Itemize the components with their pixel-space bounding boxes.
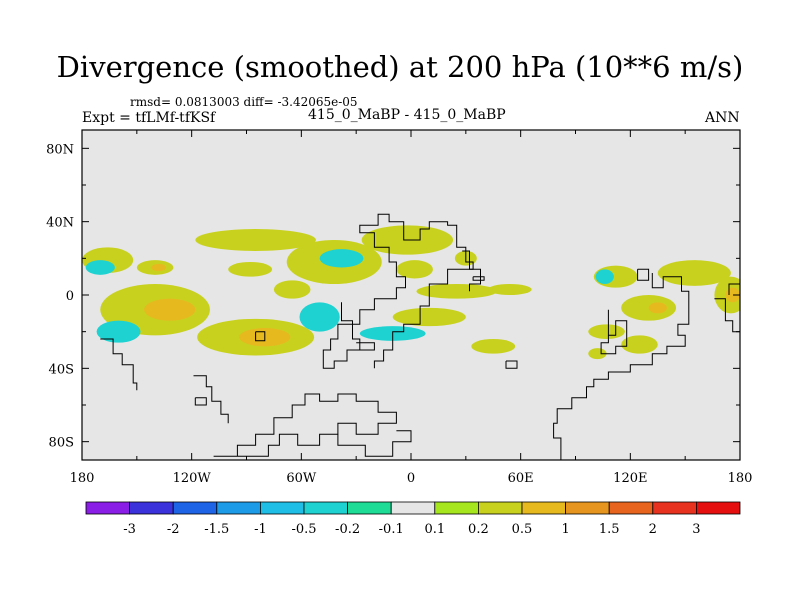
colorbar-label: 0.1 <box>424 522 445 537</box>
coastline <box>322 213 474 369</box>
contour-region <box>648 302 667 314</box>
contour-region <box>471 339 516 354</box>
contour-region <box>621 335 658 354</box>
colorbar-label: -1 <box>254 522 267 537</box>
contour-region <box>595 269 614 284</box>
y-tick-label: 80S <box>49 436 74 451</box>
coastline <box>505 360 518 369</box>
colorbar-swatch <box>347 501 392 515</box>
colorbar-swatch <box>608 501 654 515</box>
coastline <box>472 276 485 281</box>
coastlines <box>100 213 740 460</box>
colorbar-label: 3 <box>692 522 700 537</box>
x-tick-label: 0 <box>407 471 415 486</box>
colorbar-label: -0.5 <box>291 522 316 537</box>
colorbar: -3 -2 -1.5 -1 -0.5 -0.2 -0.1 0.1 0.2 0.5 1 1.5 2 3 <box>85 501 741 537</box>
coastline <box>600 309 628 355</box>
coastline <box>553 273 690 460</box>
coastline <box>255 331 266 342</box>
colorbar-swatch <box>303 501 348 515</box>
coastline <box>637 268 650 281</box>
stats-line: rmsd= 0.0813003 diff= -3.42065e-05 <box>130 95 358 109</box>
colorbar-label: -0.2 <box>335 522 360 537</box>
contour-region <box>392 307 466 327</box>
contour-region <box>299 302 340 332</box>
coastline <box>193 375 229 424</box>
colorbar-swatch <box>85 501 130 515</box>
x-tick-label: 120E <box>613 471 647 486</box>
colorbar-label: 1 <box>561 522 569 537</box>
coastline <box>100 338 138 391</box>
chart-title: Divergence (smoothed) at 200 hPa (10**6 … <box>56 50 744 84</box>
colorbar-label: -3 <box>123 522 136 537</box>
coastline <box>728 283 740 295</box>
colorbar-swatch <box>521 501 566 515</box>
colorbar-swatch <box>172 501 218 515</box>
colorbar-label: 0.5 <box>512 522 533 537</box>
contour-region <box>621 295 677 321</box>
colorbar-swatch <box>652 501 697 515</box>
contour-region <box>319 249 364 268</box>
coastline <box>194 397 207 406</box>
coastline <box>213 393 397 457</box>
colorbar-label: -1.5 <box>204 522 229 537</box>
colorbar-swatch <box>129 501 174 515</box>
contour-region <box>416 284 497 299</box>
colorbar-label: -0.1 <box>379 522 404 537</box>
colorbar-label: -2 <box>167 522 180 537</box>
y-tick-label: 40S <box>49 362 74 377</box>
x-tick-label: 180 <box>728 471 753 486</box>
coastline <box>356 342 375 351</box>
colorbar-swatch <box>565 501 610 515</box>
x-tick-label: 60W <box>286 471 317 486</box>
colorbar-swatch <box>696 501 741 515</box>
axis-ticks: 180 120W 60W 0 60E 120E 180 80N 40N 0 40S 80S <box>46 130 752 486</box>
contour-region <box>85 260 115 275</box>
colorbar-label: 1.5 <box>599 522 620 537</box>
contour-region <box>487 284 532 295</box>
season-label: ANN <box>705 110 740 126</box>
contour-region <box>151 263 167 272</box>
contour-region <box>588 324 625 339</box>
case-names: 415_0_MaBP - 415_0_MaBP <box>308 107 506 123</box>
colorbar-swatch <box>434 501 479 515</box>
colorbar-swatch <box>477 501 523 515</box>
colorbar-swatch <box>390 501 436 515</box>
contour-region <box>273 280 311 299</box>
contour-region <box>144 298 196 321</box>
experiment-label: Expt = tfLMf-tfKSf <box>82 110 216 126</box>
y-tick-label: 0 <box>66 289 74 304</box>
contour-region <box>657 260 731 286</box>
colorbar-swatch <box>259 501 305 515</box>
contour-region <box>195 229 316 251</box>
x-tick-label: 120W <box>173 471 212 486</box>
y-tick-label: 40N <box>46 216 74 231</box>
contour-region <box>396 260 433 279</box>
contour-region <box>228 262 273 277</box>
coastline <box>337 430 412 457</box>
coastline <box>714 298 740 333</box>
colorbar-label: 0.2 <box>468 522 489 537</box>
contour-region <box>588 348 607 360</box>
contour-region <box>96 320 141 343</box>
x-tick-label: 180 <box>70 471 95 486</box>
y-tick-label: 80N <box>46 142 74 157</box>
x-tick-label: 60E <box>508 471 534 486</box>
colorbar-label: 2 <box>649 522 657 537</box>
coastline <box>462 250 481 292</box>
colorbar-swatch <box>216 501 261 515</box>
